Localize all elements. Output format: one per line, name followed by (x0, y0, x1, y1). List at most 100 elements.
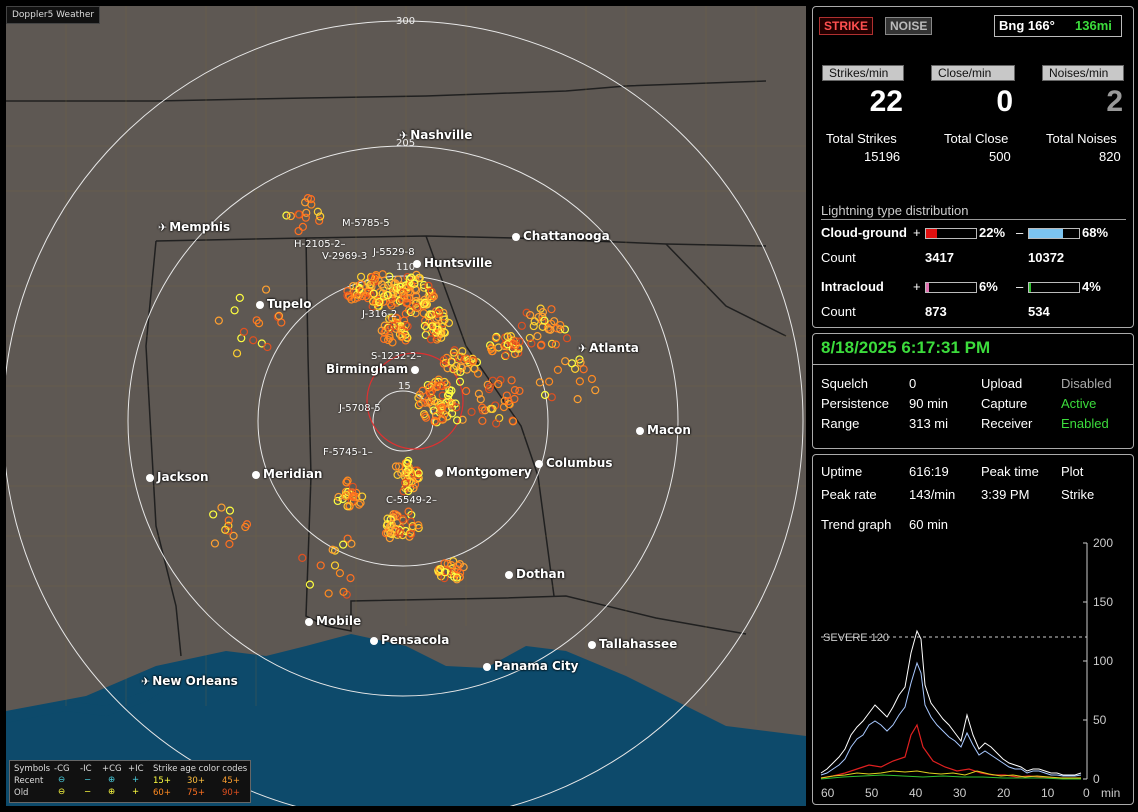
strike-marker (343, 287, 352, 296)
ic-positive-bar (925, 282, 977, 293)
strike-marker (412, 302, 421, 311)
strike-marker (347, 539, 356, 548)
strike-marker (392, 283, 401, 292)
lightning-map[interactable]: Doppler5 Weather 300 205 110 15 ✈ Nashvil… (6, 6, 806, 806)
peak-rate-value: 143/min (909, 487, 956, 502)
storm-cell-label[interactable]: V-2969-3 (322, 251, 368, 262)
persistence-label: Persistence (821, 396, 889, 411)
strike-marker (358, 492, 367, 501)
strike-marker (406, 307, 415, 317)
ic-negative-bar (1028, 282, 1080, 293)
noises-per-min-label[interactable]: Noises/min (1042, 65, 1124, 81)
strike-marker (487, 347, 497, 356)
capture-value[interactable]: Active (1061, 396, 1097, 411)
strikes-per-min-label[interactable]: Strikes/min (822, 65, 904, 81)
city-chattanooga[interactable]: Chattanooga (512, 229, 610, 243)
legend-col: -CG (54, 764, 70, 774)
strike-marker (209, 510, 218, 519)
storm-cell-label[interactable]: M-5785-5 (342, 218, 390, 229)
strike-marker (579, 365, 588, 374)
plot-value[interactable]: Strike (1061, 487, 1095, 502)
strike-marker (500, 396, 509, 405)
city-columbus[interactable]: Columbus (535, 456, 613, 470)
city-tallahassee[interactable]: Tallahassee (588, 637, 677, 651)
strike-marker (379, 283, 388, 292)
strike-marker (478, 416, 487, 425)
strike-marker (377, 326, 386, 335)
strike-markers (209, 194, 600, 599)
strike-marker (545, 377, 554, 386)
strike-marker (389, 322, 398, 331)
strike-marker (427, 293, 436, 303)
strike-marker (540, 390, 550, 400)
strike-marker (301, 198, 310, 207)
strike-marker (403, 322, 412, 331)
strike-marker (392, 518, 402, 528)
strike-marker (591, 386, 600, 395)
strike-marker (397, 324, 406, 333)
series-ic (820, 770, 1081, 779)
city-huntsville[interactable]: Huntsville (413, 256, 492, 270)
city-panama-city[interactable]: Panama City (483, 659, 578, 673)
storm-cell-label[interactable]: J-316-2 (362, 309, 398, 320)
city-atlanta[interactable]: ✈ Atlanta (578, 341, 639, 355)
strike-marker (298, 553, 307, 563)
upload-value[interactable]: Disabled (1061, 376, 1112, 391)
strike-marker (456, 367, 465, 377)
ic-minus-icon: − (84, 775, 92, 785)
strike-marker (452, 361, 461, 371)
trend-graph-value[interactable]: 60 min (909, 517, 949, 532)
storm-cell-label[interactable]: J-5529-8 (373, 247, 415, 258)
city-montgomery[interactable]: Montgomery (435, 465, 532, 479)
strike-button[interactable]: STRIKE (819, 17, 874, 35)
storm-cell-label[interactable]: C-5549-2– (386, 495, 438, 506)
storm-cell-label[interactable]: F-5745-1– (323, 447, 373, 458)
storm-cell-label[interactable]: S-1232-2– (371, 351, 422, 362)
strike-marker (437, 414, 446, 423)
city-birmingham[interactable]: Birmingham (326, 362, 422, 376)
severe-threshold-label: SEVERE 120 (823, 632, 889, 644)
squelch-value: 0 (909, 376, 917, 391)
strike-marker (375, 297, 384, 307)
strike-marker (356, 272, 366, 281)
close-per-min-label[interactable]: Close/min (931, 65, 1015, 81)
storm-cell-label[interactable]: J-5708-5 (339, 403, 381, 414)
strike-marker (501, 351, 510, 360)
city-mobile[interactable]: Mobile (305, 614, 361, 628)
city-tupelo[interactable]: Tupelo (256, 297, 312, 311)
total-noises-label: Total Noises (1046, 131, 1117, 146)
strike-marker (525, 333, 534, 343)
strike-marker (447, 561, 456, 570)
strike-marker (432, 411, 441, 420)
strike-marker (420, 298, 430, 308)
receiver-value[interactable]: Enabled (1061, 416, 1109, 431)
counts-panel: STRIKE NOISE Bng 166° 136mi Strikes/min … (812, 6, 1134, 328)
range-label: Range (821, 416, 860, 431)
strike-marker (330, 561, 340, 570)
city-pensacola[interactable]: Pensacola (370, 633, 449, 647)
strike-marker (214, 316, 223, 325)
strike-marker (428, 322, 437, 331)
strike-marker (547, 393, 556, 402)
strike-marker (429, 326, 438, 335)
total-strikes-value: 15196 (864, 149, 901, 164)
ic-positive-count: 873 (925, 304, 947, 319)
city-memphis[interactable]: ✈ Memphis (158, 220, 231, 234)
storm-cell-label[interactable]: H-2105-2– (294, 239, 346, 250)
city-nashville[interactable]: ✈ Nashville (399, 128, 473, 142)
city-dot-icon (305, 618, 313, 626)
noise-button[interactable]: NOISE (885, 17, 933, 35)
city-new-orleans[interactable]: ✈ New Orleans (141, 674, 238, 688)
strike-marker (452, 573, 461, 582)
city-macon[interactable]: Macon (636, 423, 691, 437)
strike-marker (343, 476, 352, 485)
city-dot-icon (146, 474, 154, 482)
strike-marker (440, 328, 449, 337)
strike-marker (239, 327, 249, 337)
ic-negative-pct: 4% (1082, 279, 1101, 294)
series-cg-positive (820, 723, 1081, 779)
city-meridian[interactable]: Meridian (252, 467, 322, 481)
city-dothan[interactable]: Dothan (505, 567, 565, 581)
total-close-label: Total Close (944, 131, 1009, 146)
city-jackson[interactable]: Jackson (146, 470, 209, 484)
